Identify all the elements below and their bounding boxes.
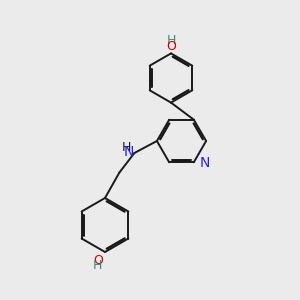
- Text: N: N: [123, 146, 134, 159]
- Text: H: H: [93, 259, 102, 272]
- Text: H: H: [121, 141, 131, 154]
- Text: N: N: [199, 156, 210, 170]
- Text: O: O: [166, 40, 176, 53]
- Text: O: O: [94, 254, 103, 266]
- Text: H: H: [166, 34, 176, 47]
